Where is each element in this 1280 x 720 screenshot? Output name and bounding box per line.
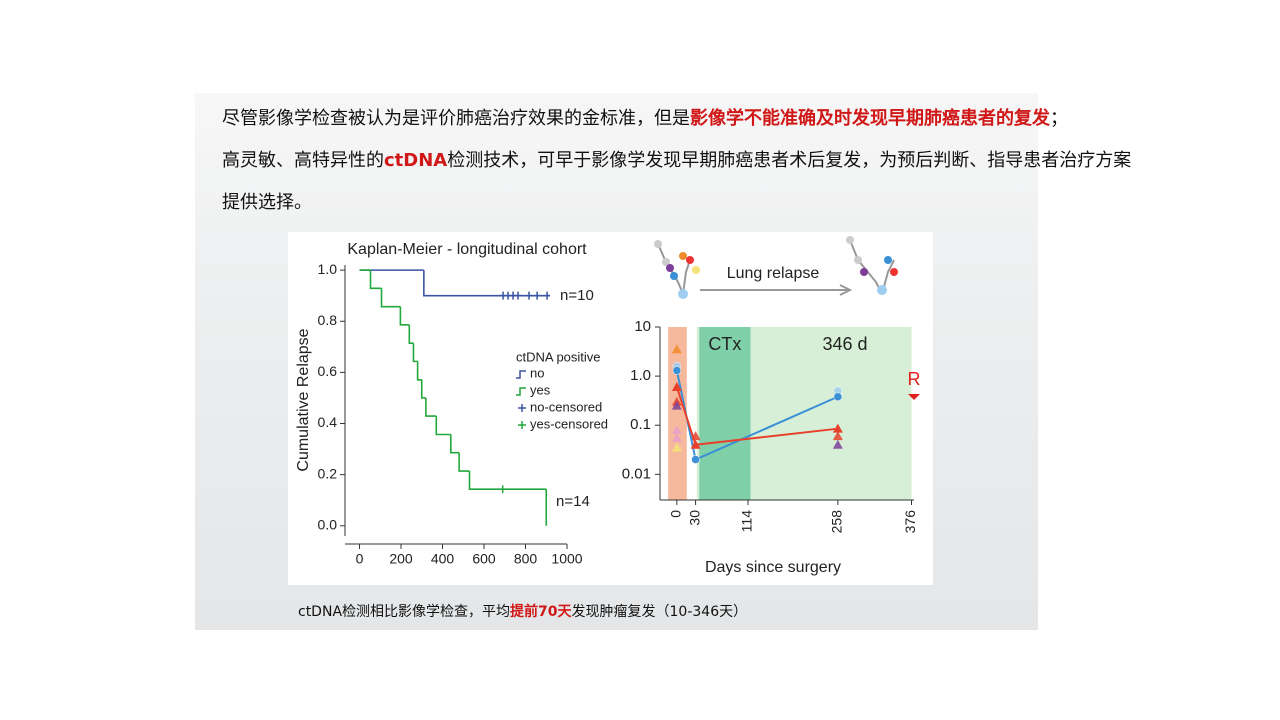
legend-label: no <box>530 365 544 380</box>
point <box>671 344 682 354</box>
y-tick-label: 0.1 <box>630 416 651 433</box>
y-tick-label: 0.0 <box>318 516 338 532</box>
x-tick-label: 0 <box>356 551 364 567</box>
figure: Kaplan-Meier - longitudinal cohort Cumula… <box>288 232 933 585</box>
censor-mark <box>544 291 551 300</box>
text: 尽管影像学检查被认为是评价肺癌治疗效果的金标准，但是 <box>222 108 690 129</box>
relapse-label: Lung relapse <box>727 265 820 282</box>
x-axis-label: Days since surgery <box>705 559 841 576</box>
point <box>672 366 682 375</box>
x-tick-label: 800 <box>514 551 538 567</box>
legend-label: no-censored <box>530 399 602 414</box>
step-segment <box>380 288 401 308</box>
x-tick-label: 376 <box>902 510 918 534</box>
y-tick-label: 0.6 <box>318 363 338 379</box>
y-axis-label: Cumulative Relapse <box>295 328 312 471</box>
point <box>832 439 843 449</box>
header-line: 尽管影像学检查被认为是评价肺癌治疗效果的金标准，但是影像学不能准确及时发现早期肺… <box>222 104 1068 130</box>
header-line: 高灵敏、高特异性的ctDNA检测技术，可早于影像学发现早期肺癌患者术后复发，为预… <box>222 146 1131 172</box>
text: 提供选择。 <box>222 192 312 213</box>
y-tick-label: 0.2 <box>318 465 338 481</box>
x-tick-label: 114 <box>739 510 755 533</box>
y-tick-label: 0.01 <box>622 465 651 482</box>
region-label: 346 d <box>822 334 867 354</box>
y-tick-label: 0.8 <box>318 312 338 328</box>
point <box>671 442 682 452</box>
annotation: n=10 <box>560 287 594 304</box>
step-segment <box>369 270 382 290</box>
point <box>671 400 682 410</box>
text: ； <box>1050 108 1068 129</box>
step-segment <box>425 397 437 417</box>
region-label: CTx <box>708 334 741 354</box>
step-segment <box>458 452 470 472</box>
censor-mark <box>534 291 541 300</box>
legend-label: yes-censored <box>530 416 608 431</box>
step-segment <box>408 324 414 345</box>
legend-swatch <box>516 370 526 379</box>
y-tick-label: 1.0 <box>630 367 651 384</box>
point <box>832 431 843 441</box>
censor-mark <box>515 291 522 300</box>
step-segment <box>420 379 426 399</box>
legend-swatch <box>516 387 526 396</box>
text: 发现肿瘤复发（10-346天） <box>571 604 748 620</box>
legend-title: ctDNA positive <box>516 349 601 364</box>
x-tick-label: 0 <box>668 510 684 518</box>
legend-swatch <box>518 404 526 412</box>
x-tick-label: 258 <box>829 510 845 534</box>
step-segment <box>416 361 422 381</box>
relapse-marker-label: R <box>908 369 921 389</box>
step-segment <box>435 416 451 436</box>
text: ctDNA检测相比影像学检查，平均 <box>298 604 511 620</box>
caption: ctDNA检测相比影像学检查，平均提前70天发现肿瘤复发（10-346天） <box>298 601 747 621</box>
x-tick-label: 30 <box>686 510 702 526</box>
x-tick-label: 400 <box>431 551 455 567</box>
point <box>671 432 682 442</box>
chart-title: Kaplan-Meier - longitudinal cohort <box>347 241 587 258</box>
x-tick-label: 200 <box>389 551 413 567</box>
annotation: n=14 <box>556 493 590 510</box>
censor-mark <box>526 291 533 300</box>
relapse-marker <box>908 394 920 400</box>
emphasis-text: ctDNA <box>384 150 448 171</box>
y-tick-label: 10 <box>634 318 651 335</box>
point <box>833 392 843 401</box>
point <box>690 439 701 449</box>
x-tick-label: 1000 <box>551 551 582 567</box>
step-segment <box>468 471 547 491</box>
step-segment <box>399 306 410 326</box>
tree-nodes <box>654 236 898 299</box>
x-tick-label: 600 <box>472 551 496 567</box>
legend-swatch <box>518 421 526 429</box>
y-tick-label: 0.4 <box>318 414 338 430</box>
text: 高灵敏、高特异性的 <box>222 150 384 171</box>
censor-mark <box>499 485 506 494</box>
legend-label: yes <box>530 382 551 397</box>
step-segment <box>412 343 418 363</box>
text: 检测技术，可早于影像学发现早期肺癌患者术后复发，为预后判断、指导患者治疗方案 <box>447 150 1132 171</box>
region <box>699 327 751 500</box>
header-line: 提供选择。 <box>222 188 312 214</box>
point <box>671 382 682 392</box>
step-segment <box>450 434 460 454</box>
point <box>832 423 843 433</box>
emphasis-text: 提前70天 <box>510 604 572 620</box>
emphasis-text: 影像学不能准确及时发现早期肺癌患者的复发 <box>690 108 1050 129</box>
point <box>671 424 682 434</box>
y-tick-label: 1.0 <box>318 261 338 277</box>
point <box>691 455 700 464</box>
relapse-arrow <box>700 284 853 296</box>
